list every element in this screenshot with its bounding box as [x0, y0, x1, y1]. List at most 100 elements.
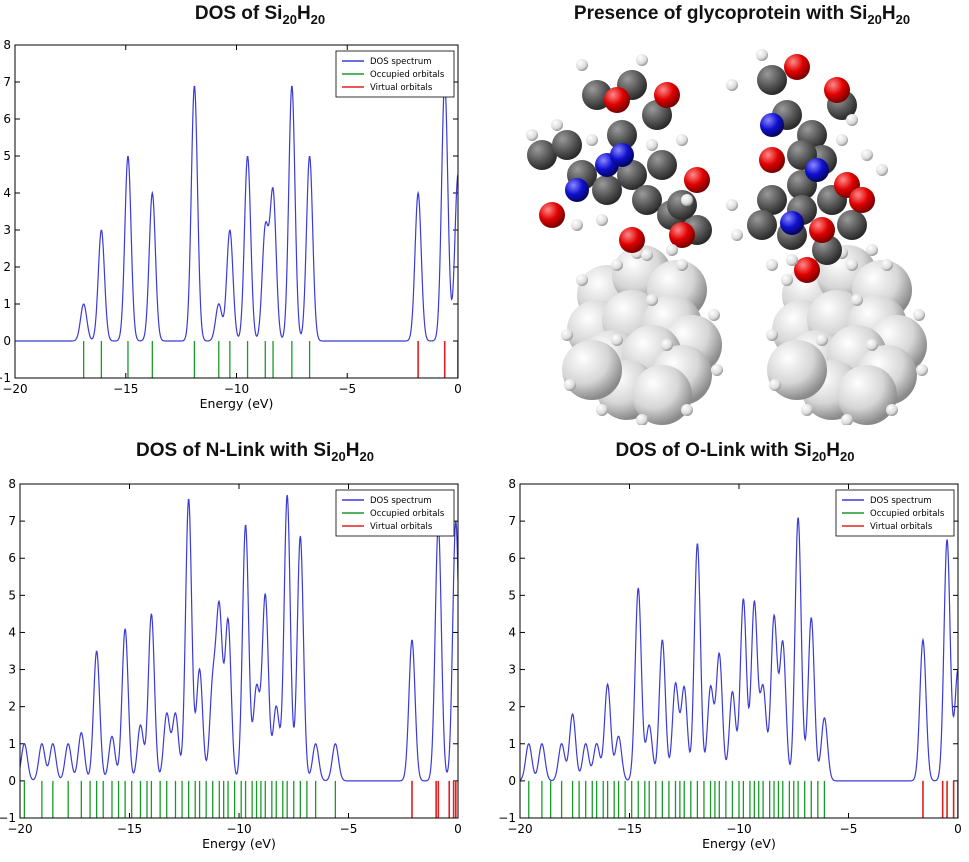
carbon-atom: [617, 160, 647, 190]
hydrogen-sphere: [632, 365, 692, 425]
hydrogen-atom: [681, 194, 693, 206]
title-dos-n-link: DOS of N-Link with Si20H20: [136, 440, 374, 464]
y-tick-label: 0: [3, 334, 11, 348]
hydrogen-atom: [766, 259, 778, 271]
hydrogen-atom: [666, 244, 678, 256]
legend-label: Occupied orbitals: [370, 509, 445, 519]
small-hydrogen: [816, 334, 828, 346]
x-tick-label: −5: [338, 382, 356, 396]
legend-label: DOS spectrum: [370, 496, 432, 506]
small-hydrogen: [851, 294, 863, 306]
glycoprotein-molecule-image: [522, 25, 962, 425]
small-hydrogen: [769, 379, 781, 391]
hydrogen-atom: [836, 134, 848, 146]
carbon-atom: [552, 130, 582, 160]
oxygen-atom: [849, 187, 875, 213]
title-dos-si20h20: DOS of Si20H20: [194, 3, 326, 27]
y-tick-label: 7: [3, 75, 11, 89]
x-tick-label: −5: [340, 822, 358, 836]
hydrogen-atom: [636, 54, 648, 66]
y-tick-label: 5: [8, 588, 16, 602]
y-tick-label: 6: [508, 551, 516, 565]
hydrogen-atom: [876, 164, 888, 176]
legend-label: DOS spectrum: [370, 57, 432, 67]
x-tick-label: −5: [840, 822, 858, 836]
hydrogen-atom: [861, 149, 873, 161]
dos-spectrum-line: [20, 494, 458, 782]
x-tick-label: −20: [2, 382, 27, 396]
hydrogen-atom: [586, 134, 598, 146]
carbon-atom: [747, 210, 777, 240]
oxygen-atom: [684, 167, 710, 193]
small-hydrogen: [781, 274, 793, 286]
small-hydrogen: [681, 404, 693, 416]
nitrogen-atom: [780, 211, 804, 235]
y-tick-label: 8: [508, 477, 516, 491]
hydrogen-atom: [726, 79, 738, 91]
hydrogen-atom: [641, 249, 653, 261]
hydrogen-atom: [846, 114, 858, 126]
carbon-atom: [667, 190, 697, 220]
carbon-atom: [837, 210, 867, 240]
hydrogen-atom: [846, 259, 858, 271]
legend-label: Occupied orbitals: [870, 509, 945, 519]
hydrogen-atom: [726, 199, 738, 211]
dos-spectrum-line: [15, 81, 458, 342]
y-tick-label: 2: [8, 700, 16, 714]
y-tick-label: −1: [0, 371, 11, 385]
y-tick-label: 7: [8, 514, 16, 528]
oxygen-atom: [794, 257, 820, 283]
x-axis-label: Energy (eV): [202, 836, 276, 851]
legend-label: Virtual orbitals: [370, 522, 433, 532]
x-tick-label: −20: [507, 822, 532, 836]
hydrogen-atom: [576, 59, 588, 71]
x-axis-label: Energy (eV): [702, 836, 776, 851]
hydrogen-atom: [676, 134, 688, 146]
hydrogen-atom: [866, 244, 878, 256]
y-tick-label: 2: [3, 260, 11, 274]
carbon-atom: [647, 150, 677, 180]
legend-label: DOS spectrum: [870, 496, 932, 506]
y-tick-label: 8: [3, 38, 11, 52]
oxygen-atom: [669, 222, 695, 248]
y-tick-label: 5: [508, 588, 516, 602]
plot-frame: [519, 483, 959, 819]
y-tick-label: 2: [508, 700, 516, 714]
y-tick-label: 8: [8, 477, 16, 491]
carbon-atom: [757, 185, 787, 215]
hydrogen-atom: [611, 259, 623, 271]
hydrogen-sphere: [562, 340, 622, 400]
plot-frame: [19, 483, 459, 819]
hydrogen-sphere: [837, 365, 897, 425]
oxygen-atom: [759, 147, 785, 173]
y-tick-label: 3: [508, 663, 516, 677]
nitrogen-atom: [610, 143, 634, 167]
x-tick-label: −15: [617, 822, 642, 836]
carbon-atom: [592, 175, 622, 205]
small-hydrogen: [916, 364, 928, 376]
small-hydrogen: [913, 309, 925, 321]
hydrogen-atom: [756, 49, 768, 61]
small-hydrogen: [766, 329, 778, 341]
small-hydrogen: [841, 414, 853, 425]
legend-label: Virtual orbitals: [870, 522, 933, 532]
y-tick-label: 4: [8, 625, 16, 639]
x-tick-label: −10: [224, 382, 249, 396]
x-tick-label: −20: [7, 822, 32, 836]
y-tick-label: −1: [0, 811, 16, 825]
oxygen-atom: [604, 87, 630, 113]
y-tick-label: 1: [508, 737, 516, 751]
hydrogen-atom: [596, 214, 608, 226]
oxygen-atom: [539, 202, 565, 228]
title-glycoprotein: Presence of glycoprotein with Si20H20: [573, 3, 911, 27]
nitrogen-atom: [565, 178, 589, 202]
y-tick-label: 4: [3, 186, 11, 200]
y-tick-label: 7: [508, 514, 516, 528]
x-tick-label: 0: [454, 822, 462, 836]
small-hydrogen: [564, 379, 576, 391]
y-tick-label: 1: [3, 297, 11, 311]
carbon-atom: [632, 185, 662, 215]
oxygen-atom: [619, 227, 645, 253]
x-tick-label: −10: [726, 822, 751, 836]
